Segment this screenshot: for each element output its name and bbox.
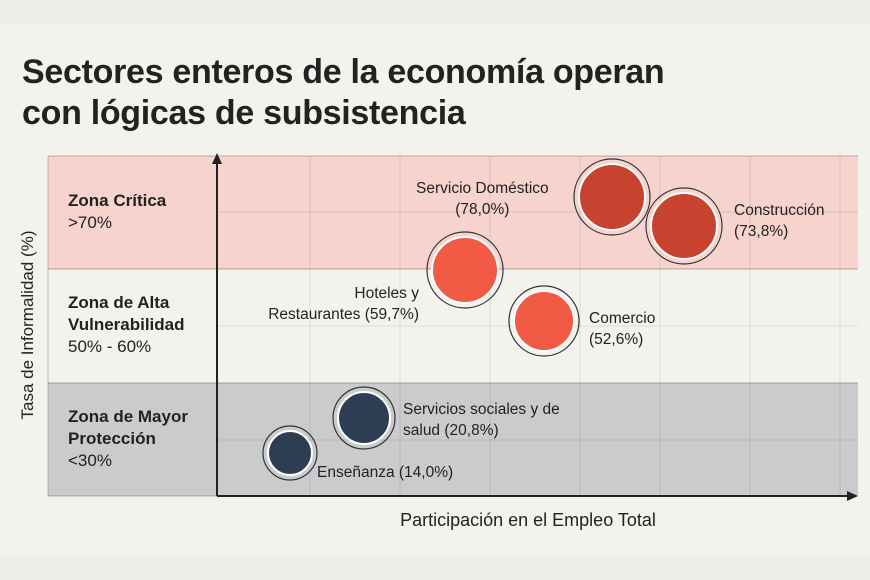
label-servicio-domestico-value: (78,0%): [455, 201, 510, 218]
label-comercio: Comercio (52,6%): [589, 308, 655, 350]
label-hoteles-name: Hoteles y: [354, 285, 419, 302]
bubble-servicios-sociales: [337, 391, 391, 445]
x-axis-arrow: [847, 491, 858, 501]
bubble-comercio: [513, 290, 575, 352]
zone-protection-band: [48, 383, 858, 496]
y-axis-label: Tasa de Informalidad (%): [18, 230, 37, 420]
label-ensenanza: Enseñanza (14,0%): [317, 462, 453, 483]
bubble-construccion-ring: [645, 187, 723, 265]
bubble-construccion: [650, 192, 718, 260]
bubble-hoteles-restaurantes-ring: [426, 231, 504, 309]
label-servicios-sociales-value: salud (20,8%): [403, 422, 499, 439]
zone-high-name-1: Zona de Alta: [68, 293, 170, 312]
x-axis-label: Participación en el Empleo Total: [400, 510, 656, 530]
title-line-1: Sectores enteros de la economía operan: [22, 53, 665, 91]
y-axis-arrow: [212, 153, 222, 164]
label-comercio-name: Comercio: [589, 310, 656, 327]
bubble-servicio-domestico-ring: [573, 158, 651, 236]
label-construccion-value: (73,8%): [734, 223, 789, 240]
label-servicio-domestico: Servicio Doméstico (78,0%): [416, 178, 549, 220]
bubble-hoteles-restaurantes: [431, 236, 499, 304]
label-servicios-sociales-name: Servicios sociales y de: [403, 401, 560, 418]
label-ensenanza-name: Enseñanza (14,0%): [317, 464, 454, 481]
zone-protection-name-1: Zona de Mayor: [68, 407, 188, 426]
bubbles-layer: [262, 158, 723, 481]
zone-critical-name: Zona Crítica: [68, 191, 167, 210]
zone-protection-range: <30%: [68, 451, 112, 470]
label-construccion: Construcción (73,8%): [734, 200, 824, 242]
zone-critical-label: Zona Crítica >70%: [68, 190, 166, 234]
label-construccion-name: Construcción: [734, 202, 825, 219]
label-comercio-value: (52,6%): [589, 331, 644, 348]
zone-high-name-2: Vulnerabilidad: [68, 315, 185, 334]
chart-title: Sectores enteros de la economía operan c…: [22, 52, 842, 134]
bubble-ensenanza-ring: [262, 425, 318, 481]
title-line-2: con lógicas de subsistencia: [22, 94, 466, 132]
bubble-servicios-sociales-ring: [332, 386, 396, 450]
zone-critical-range: >70%: [68, 213, 112, 232]
label-hoteles-value: Restaurantes (59,7%): [268, 306, 419, 323]
zone-high-vulnerability-label: Zona de Alta Vulnerabilidad 50% - 60%: [68, 292, 185, 358]
zone-protection-name-2: Protección: [68, 429, 156, 448]
zone-protection-label: Zona de Mayor Protección <30%: [68, 406, 188, 472]
zone-high-range: 50% - 60%: [68, 337, 152, 356]
label-hoteles: Hoteles y Restaurantes (59,7%): [254, 283, 419, 325]
label-servicios-sociales: Servicios sociales y de salud (20,8%): [403, 399, 560, 441]
label-servicio-domestico-name: Servicio Doméstico: [416, 180, 549, 197]
bubble-comercio-ring: [508, 285, 580, 357]
bubble-ensenanza: [267, 430, 313, 476]
bubble-servicio-domestico: [578, 163, 646, 231]
